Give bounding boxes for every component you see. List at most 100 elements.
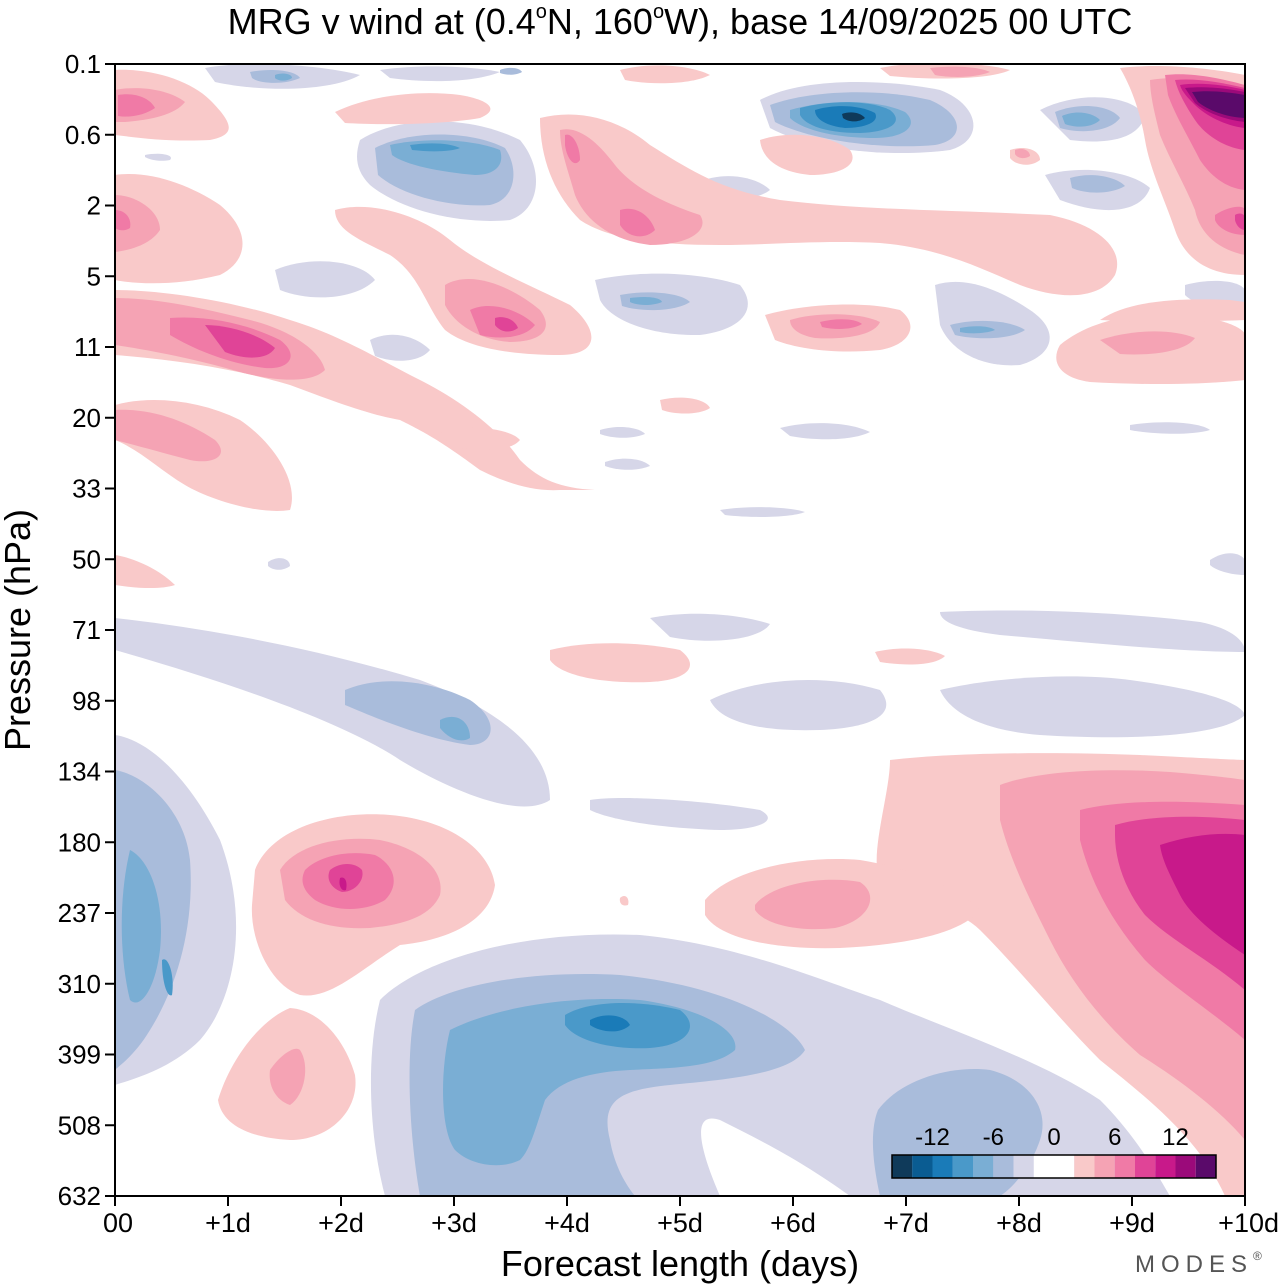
y-tick-label: 310 bbox=[58, 969, 101, 999]
contour-region bbox=[842, 112, 865, 122]
contour-region bbox=[1062, 112, 1100, 127]
contour-region bbox=[940, 1119, 985, 1147]
y-tick-label: 50 bbox=[72, 544, 101, 574]
contour-region bbox=[268, 558, 290, 570]
contour-region bbox=[335, 93, 491, 125]
contour-region bbox=[590, 798, 768, 830]
contour-region bbox=[269, 1048, 306, 1105]
x-axis-label: Forecast length (days) bbox=[501, 1243, 859, 1284]
contour-region bbox=[755, 879, 871, 930]
contour-region bbox=[1235, 213, 1245, 230]
contour-region bbox=[720, 507, 805, 517]
contour-region bbox=[121, 850, 161, 1003]
y-tick-label: 2 bbox=[87, 191, 101, 221]
contour-region bbox=[115, 174, 243, 284]
y-axis: 0.1 0.6 2 5 11 20 33 50 71 98 134 180 237 310 399 508 63… bbox=[58, 49, 115, 1211]
x-tick-label: +6d bbox=[770, 1208, 816, 1238]
contour-region bbox=[1100, 299, 1245, 322]
y-tick-label: 134 bbox=[58, 757, 101, 787]
contour-region bbox=[495, 317, 518, 332]
colorbar-swatch bbox=[1195, 1155, 1216, 1178]
x-tick-label: +1d bbox=[205, 1208, 251, 1238]
x-tick-label: +4d bbox=[544, 1208, 590, 1238]
y-tick-label: 71 bbox=[72, 615, 101, 645]
y-tick-label: 11 bbox=[74, 332, 101, 362]
contour-region bbox=[1192, 91, 1245, 118]
contour-region bbox=[620, 208, 655, 237]
contour-region bbox=[1100, 331, 1195, 355]
contour-region bbox=[440, 427, 520, 450]
colorbar-label: 6 bbox=[1108, 1124, 1121, 1151]
colorbar-swatch bbox=[1074, 1155, 1095, 1178]
colorbar-swatch bbox=[993, 1155, 1014, 1178]
contour-region bbox=[710, 679, 887, 731]
contour-region bbox=[1160, 833, 1245, 955]
contour-region bbox=[115, 409, 221, 462]
contour-region bbox=[118, 94, 155, 117]
contour-region bbox=[540, 114, 1118, 296]
colorbar-swatch bbox=[1033, 1155, 1054, 1178]
contour-region bbox=[630, 297, 662, 305]
colorbar-swatch bbox=[1135, 1155, 1156, 1178]
colorbar-legend: -12 -6 0 6 12 bbox=[891, 1124, 1217, 1179]
colorbar-label: 0 bbox=[1047, 1124, 1060, 1151]
contour-region bbox=[605, 458, 650, 470]
contour-region bbox=[275, 261, 375, 298]
x-tick-label: +10d bbox=[1218, 1208, 1279, 1238]
contour-region bbox=[650, 613, 770, 641]
contour-region bbox=[940, 676, 1245, 738]
x-tick-label: +5d bbox=[657, 1208, 703, 1238]
x-tick-label: +2d bbox=[318, 1208, 364, 1238]
contour-region bbox=[339, 877, 347, 891]
contour-region bbox=[145, 153, 171, 161]
colorbar-swatch bbox=[1114, 1155, 1135, 1178]
y-axis-label: Pressure (hPa) bbox=[0, 509, 38, 751]
x-axis: 00 +1d +2d +3d +4d +5d +6d +7d +8d +9d +10d bbox=[103, 1196, 1279, 1238]
y-tick-label: 632 bbox=[58, 1181, 101, 1211]
y-tick-label: 180 bbox=[58, 827, 101, 857]
colorbar-swatch bbox=[1175, 1155, 1196, 1178]
modes-logo: MODES® bbox=[1135, 1249, 1268, 1278]
colorbar-swatch bbox=[1054, 1155, 1075, 1178]
contour-region bbox=[820, 319, 862, 329]
contour-field bbox=[115, 64, 1245, 1196]
contour-region bbox=[370, 334, 430, 361]
contour-region bbox=[760, 134, 853, 175]
contour-region bbox=[660, 397, 710, 414]
chart-title: MRG v wind at (0.4oN, 160oW), base 14/09… bbox=[228, 1, 1133, 42]
colorbar-swatch bbox=[1155, 1155, 1176, 1178]
contour-region bbox=[619, 895, 629, 906]
contour-region bbox=[1210, 553, 1245, 575]
y-tick-label: 0.1 bbox=[65, 49, 101, 79]
contour-region bbox=[550, 643, 690, 683]
contour-region bbox=[1070, 175, 1125, 193]
colorbar-swatch bbox=[932, 1155, 953, 1178]
y-tick-label: 399 bbox=[58, 1040, 101, 1070]
contour-region bbox=[620, 65, 710, 84]
contour-region bbox=[1215, 206, 1245, 235]
contour-region bbox=[1015, 148, 1030, 159]
y-tick-label: 5 bbox=[87, 261, 101, 291]
contour-region bbox=[205, 325, 275, 358]
y-tick-label: 0.6 bbox=[65, 120, 101, 150]
x-tick-label: +9d bbox=[1109, 1208, 1155, 1238]
contour-region bbox=[380, 66, 500, 82]
contour-region bbox=[162, 959, 173, 996]
colorbar-swatch bbox=[952, 1155, 973, 1178]
contour-region bbox=[565, 134, 580, 164]
x-tick-label: +8d bbox=[996, 1208, 1042, 1238]
y-tick-label: 20 bbox=[72, 403, 101, 433]
contour-region bbox=[600, 427, 645, 438]
contour-region bbox=[875, 648, 945, 665]
colorbar-label: -12 bbox=[915, 1124, 950, 1151]
colorbar-swatch bbox=[1094, 1155, 1115, 1178]
colorbar-swatch bbox=[912, 1155, 933, 1178]
contour-region bbox=[590, 1015, 630, 1032]
contour-region bbox=[328, 864, 363, 892]
contour-region bbox=[115, 618, 550, 807]
colorbar-frame bbox=[891, 1154, 1217, 1179]
contour-region bbox=[115, 555, 175, 589]
contour-region bbox=[940, 610, 1245, 652]
x-tick-label: +7d bbox=[883, 1208, 929, 1238]
